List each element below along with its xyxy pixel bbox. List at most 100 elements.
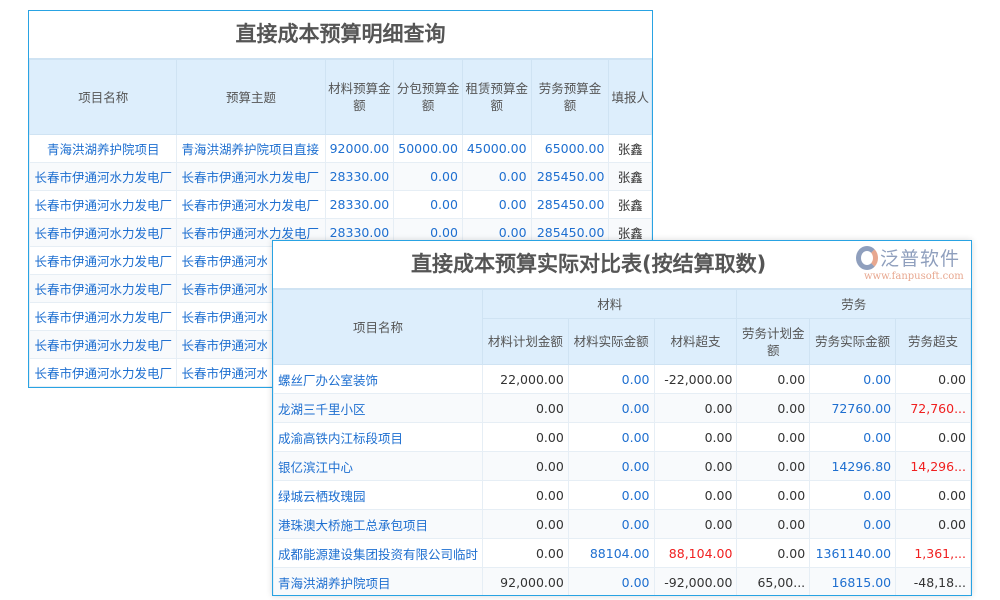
table-cell: 14296.80: [809, 451, 897, 481]
table-cell: 0.00: [736, 364, 811, 394]
table-cell: 0.00: [653, 422, 738, 452]
table-cell: 65000.00: [530, 134, 610, 163]
project-name-link[interactable]: 港珠澳大桥施工总承包项目: [273, 509, 484, 539]
project-name-link[interactable]: 螺丝厂办公室装饰: [273, 364, 484, 394]
table-cell: -92,000.00: [653, 567, 738, 595]
column-header[interactable]: 劳务实际金额: [809, 318, 897, 365]
column-header[interactable]: 劳务计划金额: [736, 318, 811, 365]
table-cell: 0.00: [567, 364, 655, 394]
budget-actual-table: 项目名称 材料 劳务 材料计划金额 材料实际金额 材料超支 劳务计划金额 劳务实际金额劳…: [273, 289, 971, 595]
column-header[interactable]: 项目名称: [29, 59, 178, 135]
budget-actual-panel: 直接成本预算实际对比表(按结算取数) 项目名称 材料 劳务 材料计划金额 材料实际…: [272, 240, 972, 596]
link-cell[interactable]: 青海洪湖养护院项目直接: [176, 134, 326, 163]
table-cell: 0.00: [736, 480, 811, 510]
table-cell: 22,000.00: [482, 364, 569, 394]
column-header[interactable]: 材料预算金额: [324, 59, 395, 135]
table-cell: 0.00: [567, 567, 655, 595]
panel-title: 直接成本预算明细查询: [29, 11, 652, 59]
table-row[interactable]: 港珠澳大桥施工总承包项目 0.00 0.00 0.00 0.00 0.00 0.00: [273, 509, 971, 539]
table-cell: 92000.00: [324, 134, 395, 163]
link-cell[interactable]: 长春市伊通河水力发电厂: [29, 218, 178, 247]
project-name-link[interactable]: 银亿滨江中心: [273, 451, 484, 481]
table-cell: 0.00: [895, 364, 971, 394]
table-cell: 0.00: [653, 509, 738, 539]
table-row[interactable]: 青海洪湖养护院项目 92,000.00 0.00 -92,000.00 65,00...…: [273, 567, 971, 595]
column-header[interactable]: 填报人: [608, 59, 652, 135]
column-header[interactable]: 劳务超支: [895, 318, 971, 365]
table-cell: 16815.00: [809, 567, 897, 595]
table-cell: 0.00: [653, 393, 738, 423]
fanpu-logo: 泛普软件 www.fanpusoft.com: [856, 244, 968, 286]
table-cell: 0.00: [461, 162, 532, 191]
panel-title: 直接成本预算实际对比表(按结算取数): [273, 241, 971, 289]
project-name-link[interactable]: 成渝高铁内江标段项目: [273, 422, 484, 452]
table-cell: 0.00: [809, 422, 897, 452]
table-row[interactable]: 银亿滨江中心 0.00 0.00 0.00 0.00 14296.80 14,296...: [273, 451, 971, 481]
table-cell: 0.00: [895, 480, 971, 510]
table-row[interactable]: 长春市伊通河水力发电厂 长春市伊通河水力发电厂 28330.00 0.00 0.00 28…: [29, 190, 652, 219]
link-cell-text[interactable]: 长春市伊通河水力发电厂: [181, 338, 267, 353]
link-cell-text[interactable]: 长春市伊通河水力发电厂: [181, 366, 267, 381]
table-cell: 50000.00: [393, 134, 463, 163]
table-cell: 0.00: [736, 422, 811, 452]
column-header[interactable]: 预算主题: [176, 59, 326, 135]
table-cell: 0.00: [482, 422, 569, 452]
table-cell: 45000.00: [461, 134, 532, 163]
column-header[interactable]: 材料超支: [653, 318, 738, 365]
table-cell: 0.00: [393, 190, 463, 219]
link-cell[interactable]: 长春市伊通河水力发电厂: [29, 190, 178, 219]
table-cell: 28330.00: [324, 190, 395, 219]
link-cell[interactable]: 长春市伊通河水力发电厂: [29, 330, 178, 359]
column-header[interactable]: 材料计划金额: [482, 318, 569, 365]
link-cell-text[interactable]: 长春市伊通河水力发电厂: [181, 310, 267, 325]
link-cell[interactable]: 长春市伊通河水力发电厂: [176, 190, 326, 219]
table-cell: 0.00: [567, 422, 655, 452]
table-row[interactable]: 螺丝厂办公室装饰 22,000.00 0.00 -22,000.00 0.00 0.00 0…: [273, 364, 971, 394]
table-cell: 1361140.00: [809, 538, 897, 568]
table-row[interactable]: 青海洪湖养护院项目 青海洪湖养护院项目直接 92000.00 50000.00 4500…: [29, 134, 652, 163]
table-cell: 285450.00: [530, 162, 610, 191]
table-cell: 张鑫: [608, 190, 652, 219]
link-cell[interactable]: 长春市伊通河水力发电厂: [29, 358, 178, 387]
link-cell[interactable]: 青海洪湖养护院项目: [29, 134, 178, 163]
table-cell: 0.00: [482, 393, 569, 423]
link-cell[interactable]: 长春市伊通河水力发电厂: [29, 246, 178, 275]
link-cell-text[interactable]: 长春市伊通河水力发电厂: [181, 254, 267, 269]
table-cell: 72760.00: [809, 393, 897, 423]
table-cell: 0.00: [736, 538, 811, 568]
column-header[interactable]: 劳务预算金额: [530, 59, 610, 135]
project-name-link[interactable]: 成都能源建设集团投资有限公司临时: [273, 538, 484, 568]
link-cell[interactable]: 长春市伊通河水力发电厂: [29, 302, 178, 331]
table-row[interactable]: 成渝高铁内江标段项目 0.00 0.00 0.00 0.00 0.00 0.00: [273, 422, 971, 452]
link-cell[interactable]: 长春市伊通河水力发电厂: [176, 162, 326, 191]
link-cell-text[interactable]: 长春市伊通河水力发电厂: [181, 282, 267, 297]
group-header-labor: 劳务: [736, 289, 971, 319]
table-cell: 0.00: [567, 451, 655, 481]
column-header[interactable]: 分包预算金额: [393, 59, 463, 135]
project-name-link[interactable]: 绿城云栖玫瑰园: [273, 480, 484, 510]
table-cell: 14,296...: [895, 451, 971, 481]
link-cell[interactable]: 长春市伊通河水力发电厂: [29, 274, 178, 303]
table-cell: 0.00: [567, 480, 655, 510]
table-cell: 张鑫: [608, 162, 652, 191]
table-cell: -22,000.00: [653, 364, 738, 394]
table-cell: 0.00: [567, 393, 655, 423]
project-name-link[interactable]: 青海洪湖养护院项目: [273, 567, 484, 595]
logo-text: 泛普软件: [880, 248, 961, 270]
column-header-project-name[interactable]: 项目名称: [273, 289, 484, 365]
table-cell: 88,104.00: [653, 538, 738, 568]
table-cell: 65,00...: [736, 567, 811, 595]
link-cell[interactable]: 长春市伊通河水力发电厂: [29, 162, 178, 191]
table-cell: 0.00: [736, 451, 811, 481]
table-row[interactable]: 龙湖三千里小区 0.00 0.00 0.00 0.00 72760.00 72,760...: [273, 393, 971, 423]
table-cell: 0.00: [482, 509, 569, 539]
table-cell: 0.00: [653, 451, 738, 481]
table-row[interactable]: 成都能源建设集团投资有限公司临时 0.00 88104.00 88,104.00 0.0…: [273, 538, 971, 568]
table-cell: 285450.00: [530, 190, 610, 219]
table-cell: 0.00: [895, 509, 971, 539]
table-row[interactable]: 长春市伊通河水力发电厂 长春市伊通河水力发电厂 28330.00 0.00 0.00 28…: [29, 162, 652, 191]
column-header[interactable]: 材料实际金额: [567, 318, 655, 365]
project-name-link[interactable]: 龙湖三千里小区: [273, 393, 484, 423]
table-row[interactable]: 绿城云栖玫瑰园 0.00 0.00 0.00 0.00 0.00 0.00: [273, 480, 971, 510]
column-header[interactable]: 租赁预算金额: [461, 59, 532, 135]
